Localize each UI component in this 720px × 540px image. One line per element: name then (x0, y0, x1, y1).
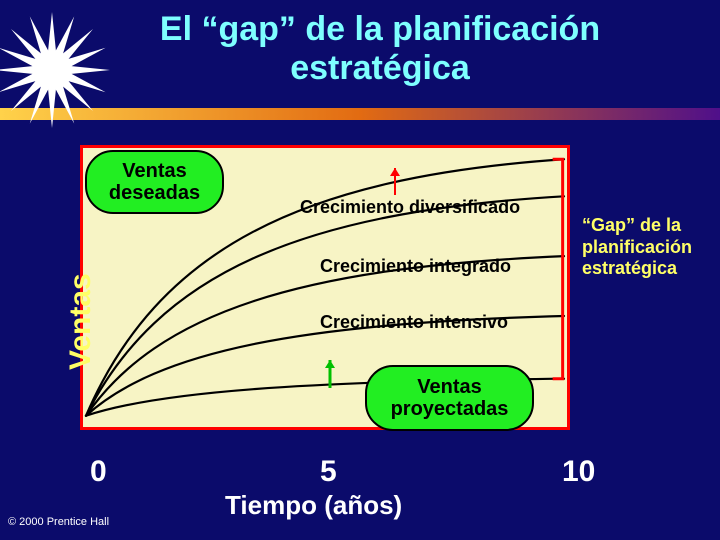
curve-label: Crecimiento diversificado (300, 197, 520, 218)
x-axis-label: Tiempo (años) (225, 490, 402, 521)
gap-side-label: “Gap” de laplanificaciónestratégica (582, 215, 692, 280)
copyright-footer: © 2000 Prentice Hall (8, 516, 109, 528)
curve-label: Crecimiento integrado (320, 256, 511, 277)
y-axis-label: Ventas (64, 273, 98, 370)
slide-title: El “gap” de la planificación estratégica (100, 10, 660, 88)
gap-bracket (553, 159, 563, 378)
x-axis-tick: 0 (90, 455, 107, 489)
x-axis-tick: 10 (562, 455, 595, 489)
curve-label: Crecimiento intensivo (320, 312, 508, 333)
bubble-ventas-deseadas: Ventasdeseadas (85, 150, 224, 214)
slide-root: El “gap” de la planificación estratégica… (0, 0, 720, 540)
bubble-ventas-proyectadas: Ventasproyectadas (365, 365, 534, 431)
x-axis-tick: 5 (320, 455, 337, 489)
